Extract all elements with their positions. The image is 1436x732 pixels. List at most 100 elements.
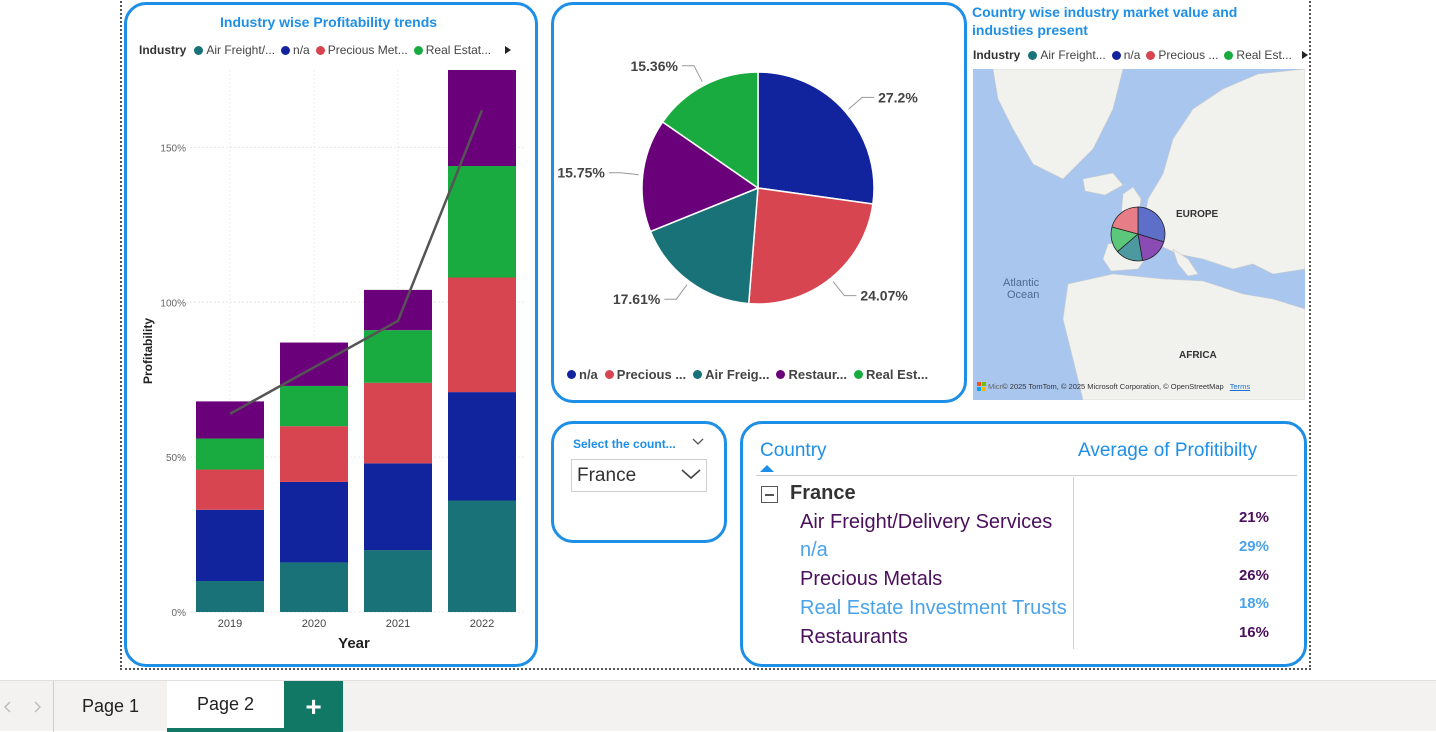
bar-segment[interactable] <box>448 277 516 393</box>
map-label-africa: AFRICA <box>1179 350 1217 361</box>
table-row-label[interactable]: Precious Metals <box>800 568 943 590</box>
bar-segment[interactable] <box>196 509 264 582</box>
map-label-europe: EUROPE <box>1176 209 1219 220</box>
table-row-label[interactable]: n/a <box>800 539 828 561</box>
legend-item[interactable]: Air Freight... <box>1028 48 1106 62</box>
map-land <box>992 69 1305 400</box>
x-tick-label: 2021 <box>386 618 410 630</box>
legend-item[interactable]: n/a <box>281 43 310 57</box>
legend-item[interactable]: Real Est... <box>1224 48 1292 62</box>
bar-segment[interactable] <box>364 330 432 383</box>
bar-segment[interactable] <box>280 385 348 427</box>
pie-leader-line <box>681 65 703 82</box>
bar-segment[interactable] <box>196 401 264 439</box>
bar-segment[interactable] <box>280 426 348 482</box>
pie-slice[interactable] <box>661 71 759 190</box>
legend-dot-icon <box>281 45 291 55</box>
legend-item[interactable]: Real Estat... <box>413 43 491 57</box>
legend-dot-icon <box>1224 50 1234 60</box>
table-row-value: 21% <box>1238 509 1269 526</box>
legend-dot-icon <box>693 370 703 379</box>
dropdown-value: France <box>577 464 637 486</box>
legend-item[interactable]: Precious ... <box>1146 48 1218 62</box>
legend-item[interactable]: Air Freig... <box>693 367 769 382</box>
pie-data-label: 15.75% <box>557 165 605 181</box>
group-label[interactable]: France <box>790 482 856 504</box>
bar-chart[interactable]: 0% 50% 100% 150% 2019 2020 2021 2022 Year Profita… <box>130 60 530 660</box>
map-pie-marker[interactable] <box>1110 206 1166 262</box>
pie-chart[interactable]: 27.2% 24.07% 17.61% 15.75% 15.36% <box>555 40 963 355</box>
tab-page-2[interactable]: Page 2 <box>167 681 284 732</box>
legend-title: Industry <box>973 48 1021 62</box>
pie-leader-line <box>848 96 875 110</box>
x-tick-label: 2019 <box>218 618 242 630</box>
pie-slice[interactable] <box>747 187 874 305</box>
x-axis-title: Year <box>338 635 370 652</box>
collapse-icon[interactable] <box>761 486 778 503</box>
bar-segment[interactable] <box>280 481 348 563</box>
bar-segment[interactable] <box>196 438 264 470</box>
bar-segment[interactable] <box>280 562 348 612</box>
map-terms-link[interactable]: Terms <box>1229 382 1251 391</box>
legend-dot-icon <box>854 370 863 379</box>
tab-scroll-left-icon[interactable] <box>4 701 12 713</box>
pie-slice[interactable] <box>757 71 875 205</box>
bar-segment[interactable] <box>196 469 264 510</box>
legend-item[interactable]: Precious ... <box>604 367 686 382</box>
map-visual[interactable]: EUROPE Atlantic Ocean AFRICA Micr © 2025… <box>973 69 1305 400</box>
pie-chart-legend: n/a Precious ... Air Freig... Restaur...… <box>567 367 935 382</box>
legend-item[interactable]: Restaur... <box>776 367 847 382</box>
bar-segment[interactable] <box>196 581 264 612</box>
y-tick-label: 50% <box>166 453 186 464</box>
bar-segment[interactable] <box>364 550 432 612</box>
legend-item[interactable]: n/a <box>567 367 598 382</box>
pie-slice[interactable] <box>641 120 760 233</box>
legend-dot-icon <box>315 45 325 55</box>
map-title: Country wise industry market value and i… <box>972 4 1238 38</box>
map-label-atlantic: Atlantic <box>1003 277 1040 289</box>
map-legend: Industry Air Freight... n/a Precious ...… <box>973 48 1308 62</box>
country-dropdown[interactable]: France <box>571 459 707 492</box>
bar-chart-legend: Industry Air Freight/... n/a Precious Me… <box>139 43 512 57</box>
bar-segment[interactable] <box>448 166 516 278</box>
bar-segment[interactable] <box>364 382 432 464</box>
map-attribution: Micr © 2025 TomTom, © 2025 Microsoft Cor… <box>977 382 1250 391</box>
bar-segment[interactable] <box>364 289 432 331</box>
chevron-down-icon[interactable] <box>680 467 702 481</box>
tab-page-1[interactable]: Page 1 <box>81 696 140 716</box>
tab-scroll-right-icon[interactable] <box>33 701 41 713</box>
bar-segment[interactable] <box>364 463 432 551</box>
tab-divider <box>53 681 54 732</box>
legend-next-icon[interactable] <box>1301 51 1308 59</box>
table-row-value: 29% <box>1238 538 1269 555</box>
legend-item[interactable]: Real Est... <box>854 367 928 382</box>
legend-next-icon[interactable] <box>505 46 512 54</box>
bar-segment[interactable] <box>448 392 516 501</box>
bar-segment[interactable] <box>448 70 516 167</box>
table-row-label[interactable]: Real Estate Investment Trusts <box>800 597 1067 619</box>
legend-item[interactable]: Precious Met... <box>315 43 408 57</box>
slicer-label: Select the count... <box>573 437 676 451</box>
table-row-label[interactable]: Air Freight/Delivery Services <box>800 511 1053 533</box>
col-header-value[interactable]: Average of Profitibilty <box>1078 440 1258 461</box>
legend-title: Industry <box>139 43 187 57</box>
sort-asc-icon[interactable] <box>760 464 774 472</box>
pie-data-label: 17.61% <box>613 291 661 307</box>
table-row-label[interactable]: Restaurants <box>800 626 908 648</box>
slicer-collapse-icon[interactable] <box>692 437 704 447</box>
microsoft-logo-icon <box>977 382 986 391</box>
legend-dot-icon <box>413 45 423 55</box>
legend-dot-icon <box>776 370 786 379</box>
pie-leader-line <box>832 281 857 297</box>
pie-slice[interactable] <box>649 186 759 305</box>
col-header-country[interactable]: Country <box>760 440 827 461</box>
trend-line <box>229 109 484 415</box>
legend-item[interactable]: n/a <box>1111 48 1140 62</box>
add-page-button[interactable]: + <box>284 681 343 732</box>
bar-chart-title: Industry wise Profitability trends <box>220 14 438 30</box>
matrix-table-card[interactable] <box>740 421 1307 667</box>
header-divider <box>756 475 1297 476</box>
legend-dot-icon <box>194 45 204 55</box>
bar-segment[interactable] <box>448 500 516 612</box>
legend-item[interactable]: Air Freight/... <box>194 43 275 57</box>
